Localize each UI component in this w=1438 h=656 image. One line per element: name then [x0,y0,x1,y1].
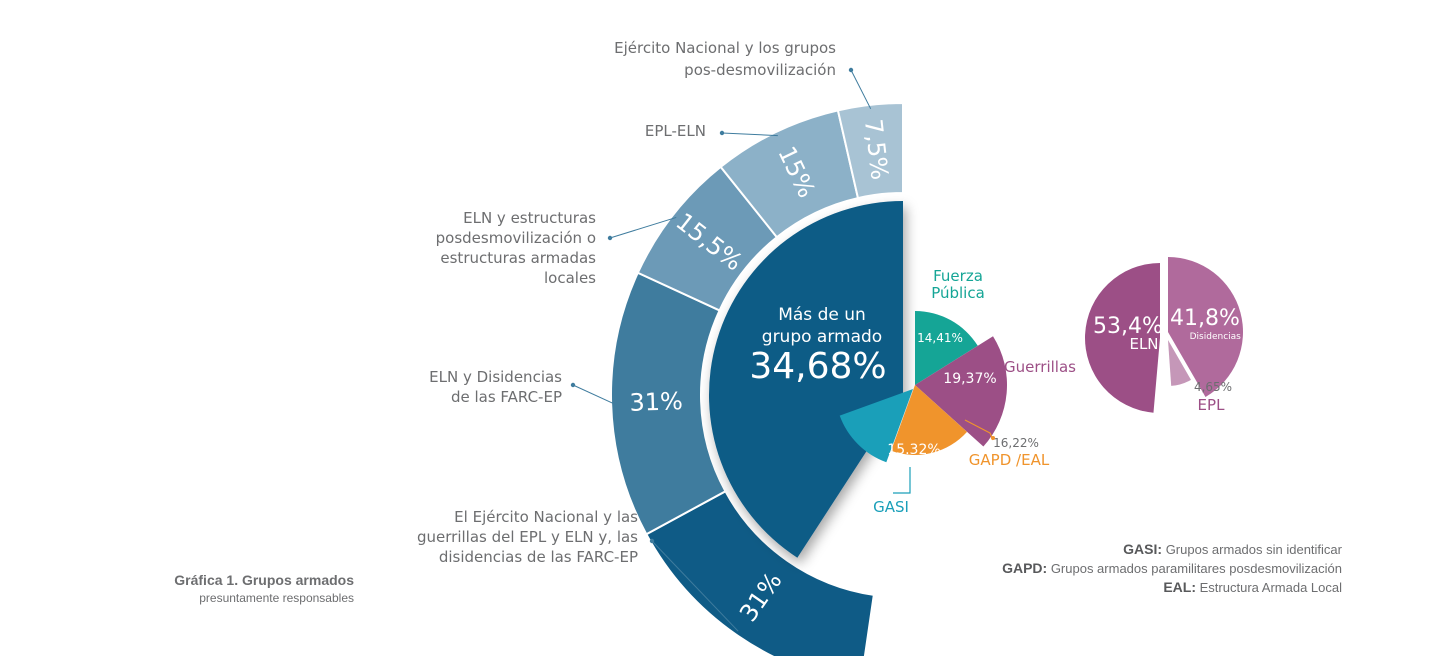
small-pie-category-label: GAPD /EAL [969,451,1050,469]
glossary-text: Grupos armados paramilitares posdesmovil… [1050,561,1342,576]
outer-ring-value-label: 31% [629,387,683,417]
glossary-abbr: EAL: [1163,579,1197,595]
leader-line [609,216,677,239]
right-pie-slice [1168,340,1191,386]
leader-line [651,540,739,632]
glossary-text: Estructura Armada Local [1199,580,1342,595]
right-pie-category-label: ELN [1129,335,1158,353]
right-pie-value-label: 53,4% [1093,314,1163,339]
caption-subtitle: presuntamente responsables [199,591,354,605]
small-pie-slice [891,385,968,455]
caption-title: Gráfica 1. Grupos armados [174,572,354,588]
outer-ring-category-label: ELN y Disidencias de las FARC-EP [429,368,562,406]
leader-line [572,384,616,405]
small-pie-value-label: 19,37% [943,371,996,387]
outer-ring-category-label: ELN y estructuras posdesmovilización o est… [436,209,597,287]
small-pie-value-label: 15.32% [887,442,940,458]
small-pie-category-label: GASI [873,498,909,516]
leader-line [721,132,778,137]
guerrillas-pie-chart: 53,4%ELN 41,8%Disidencias de las FARC-EP 4… [1084,257,1311,414]
glossary-text: Grupos armados sin identificar [1165,542,1342,557]
outer-ring-slice [836,101,904,200]
right-pie-value-label: 4,65% [1194,380,1232,394]
small-pie-slice [915,311,978,385]
leader-line [850,69,872,110]
outer-ring-value-label: 7,5% [859,118,894,182]
glossary-item: GAPD: Grupos armados paramilitares posde… [1002,559,1342,578]
inner-sector-slice [708,201,903,558]
glossary-item: EAL: Estructura Armada Local [1002,578,1342,597]
small-pie-chart: 14,41% 19,37% 15.32% 16,22% Fuerza Pública Gue… [839,267,1076,516]
glossary-item: GASI: Grupos armados sin identificar [1002,540,1342,559]
glossary: GASI: Grupos armados sin identificar GAP… [1002,540,1342,597]
inner-sector-value: 34,68% [749,346,886,387]
small-pie-category-label: Fuerza Pública [931,267,985,302]
small-pie-slice [839,389,913,463]
outer-ring-chart: 31%31%15,5%15% 7,5% [610,101,904,656]
right-pie-category-label: EPL [1198,396,1226,414]
glossary-abbr: GAPD: [1002,560,1048,576]
small-pie-slice [915,336,1008,447]
leader-dot [991,436,995,440]
outer-ring-labels: El Ejército Nacional y las guerrillas del… [417,39,872,632]
outer-ring-category-label: EPL-ELN [645,122,706,140]
right-pie-category-label: Disidencias de las FARC-EP [1190,332,1311,342]
right-pie-slice [1084,263,1160,413]
right-pie-slice [1168,257,1243,397]
small-pie-value-label: 16,22% [993,436,1039,450]
outer-ring-category-label: El Ejército Nacional y las guerrillas del… [417,508,638,566]
right-pie-value-label: 41,8% [1170,306,1240,331]
inner-sector-label: Más de un grupo armado [762,305,882,347]
leader-line [893,467,911,494]
outer-ring-category-label: Ejército Nacional y los grupos pos-desmov… [614,39,836,79]
glossary-abbr: GASI: [1123,541,1163,557]
small-pie-category-label: Guerrillas [1004,358,1076,376]
chart-caption: Gráfica 1. Grupos armados presuntamente … [130,572,354,605]
small-pie-value-label: 14,41% [917,331,963,345]
